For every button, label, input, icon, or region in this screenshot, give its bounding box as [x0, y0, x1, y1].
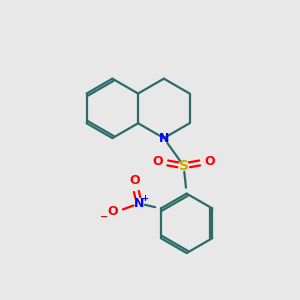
- Text: O: O: [153, 155, 163, 168]
- Text: +: +: [142, 194, 148, 203]
- Text: N: N: [134, 197, 144, 210]
- Text: S: S: [178, 159, 189, 173]
- Text: O: O: [204, 155, 215, 168]
- Text: −: −: [100, 212, 109, 221]
- Text: N: N: [159, 132, 169, 145]
- Text: O: O: [130, 174, 140, 187]
- Text: O: O: [107, 205, 118, 218]
